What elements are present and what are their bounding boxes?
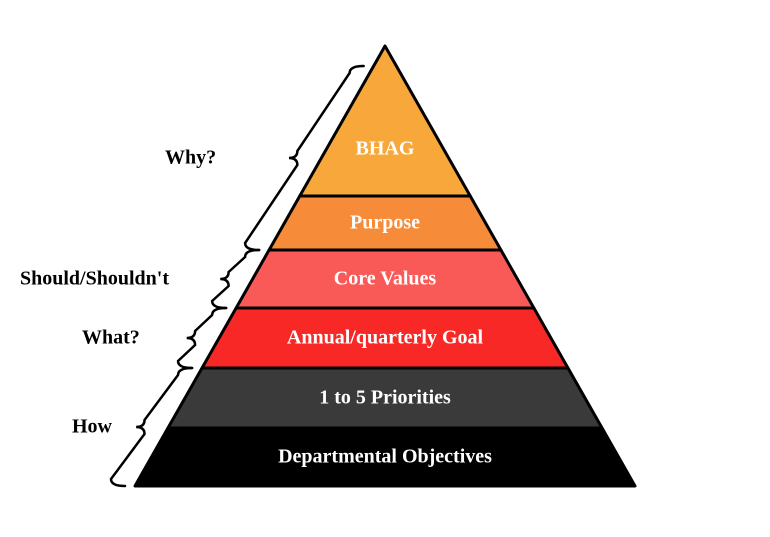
tier-label-1: Purpose (350, 212, 420, 235)
tier-label-4: 1 to 5 Priorities (319, 387, 451, 410)
side-label-2: What? (82, 327, 140, 350)
pyramid-diagram: { "diagram": { "type": "pyramid", "backg… (0, 0, 770, 537)
pyramid-tier-0 (300, 46, 470, 196)
side-label-3: How (72, 416, 112, 439)
side-label-1: Should/Shouldn't (20, 268, 169, 291)
tier-label-5: Departmental Objectives (278, 446, 492, 469)
side-label-0: Why? (165, 147, 216, 170)
tier-label-2: Core Values (334, 268, 436, 291)
tier-label-3: Annual/quarterly Goal (287, 327, 483, 350)
tier-label-0: BHAG (356, 138, 415, 161)
